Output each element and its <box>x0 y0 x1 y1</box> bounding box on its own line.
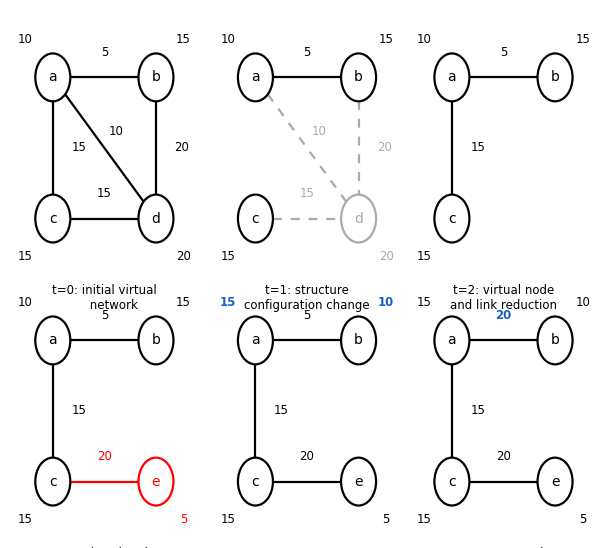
Text: 5: 5 <box>303 309 311 322</box>
Text: c: c <box>252 212 259 226</box>
Text: 10: 10 <box>417 33 432 46</box>
Circle shape <box>238 54 273 101</box>
Text: 5: 5 <box>101 309 108 322</box>
Text: b: b <box>551 333 559 347</box>
Circle shape <box>238 458 273 505</box>
Text: a: a <box>251 70 260 84</box>
Circle shape <box>139 458 174 505</box>
Text: t=5: CPU and
bandwidth resource
requirements change: t=5: CPU and bandwidth resource requirem… <box>440 547 567 548</box>
Text: a: a <box>49 70 57 84</box>
Text: 15: 15 <box>379 33 394 46</box>
Text: c: c <box>448 475 456 489</box>
Text: 10: 10 <box>575 296 590 309</box>
Text: 15: 15 <box>575 33 590 46</box>
Text: e: e <box>152 475 160 489</box>
Text: 15: 15 <box>97 187 112 200</box>
Text: t=1: structure
configuration change: t=1: structure configuration change <box>244 284 370 312</box>
Circle shape <box>341 458 376 505</box>
Text: 15: 15 <box>417 513 432 526</box>
Text: 15: 15 <box>220 296 236 309</box>
Text: e: e <box>354 475 363 489</box>
Circle shape <box>435 316 469 364</box>
Text: 10: 10 <box>18 296 33 309</box>
Text: 5: 5 <box>579 513 586 526</box>
Text: a: a <box>448 333 456 347</box>
Text: 20: 20 <box>379 250 394 263</box>
Text: 15: 15 <box>71 141 86 155</box>
Text: 10: 10 <box>220 33 235 46</box>
Text: 20: 20 <box>97 450 112 463</box>
Circle shape <box>36 458 70 505</box>
Circle shape <box>36 195 70 242</box>
Circle shape <box>435 458 469 505</box>
Circle shape <box>36 316 70 364</box>
Text: b: b <box>354 333 363 347</box>
Text: 5: 5 <box>303 45 311 59</box>
Text: c: c <box>252 475 259 489</box>
Text: 5: 5 <box>101 45 108 59</box>
Circle shape <box>341 54 376 101</box>
Circle shape <box>139 54 174 101</box>
Text: b: b <box>152 333 160 347</box>
Text: b: b <box>152 70 160 84</box>
Text: 10: 10 <box>378 296 394 309</box>
Text: 10: 10 <box>311 125 326 139</box>
Circle shape <box>435 54 469 101</box>
Text: 20: 20 <box>300 450 314 463</box>
Text: d: d <box>152 212 160 226</box>
Text: b: b <box>354 70 363 84</box>
Text: 20: 20 <box>495 309 511 322</box>
Text: 15: 15 <box>220 513 235 526</box>
Text: 15: 15 <box>176 296 191 309</box>
Circle shape <box>341 195 376 242</box>
Text: 5: 5 <box>180 513 187 526</box>
Text: d: d <box>354 212 363 226</box>
Text: 15: 15 <box>470 141 485 155</box>
Text: 20: 20 <box>377 141 392 155</box>
Text: 15: 15 <box>71 404 86 418</box>
Circle shape <box>139 195 174 242</box>
Text: 15: 15 <box>470 404 485 418</box>
Text: 15: 15 <box>417 250 432 263</box>
Circle shape <box>537 458 572 505</box>
Text: a: a <box>448 70 456 84</box>
Text: 10: 10 <box>109 125 123 139</box>
Circle shape <box>435 195 469 242</box>
Circle shape <box>238 195 273 242</box>
Circle shape <box>36 54 70 101</box>
Text: 15: 15 <box>274 404 289 418</box>
Text: 20: 20 <box>176 250 191 263</box>
Text: a: a <box>49 333 57 347</box>
Circle shape <box>537 54 572 101</box>
Text: t=3: virtual node
and link increase: t=3: virtual node and link increase <box>54 547 155 548</box>
Text: 15: 15 <box>18 513 33 526</box>
Text: t=2: virtual node
and link reduction: t=2: virtual node and link reduction <box>450 284 557 312</box>
Text: 15: 15 <box>417 296 432 309</box>
Text: 15: 15 <box>300 187 314 200</box>
Circle shape <box>341 316 376 364</box>
Text: 5: 5 <box>500 45 507 59</box>
Text: 5: 5 <box>383 513 390 526</box>
Circle shape <box>139 316 174 364</box>
Text: 15: 15 <box>176 33 191 46</box>
Text: t=4: resource
allocation changes: t=4: resource allocation changes <box>252 547 362 548</box>
Text: e: e <box>551 475 559 489</box>
Text: c: c <box>448 212 456 226</box>
Text: 20: 20 <box>496 450 511 463</box>
Text: t=0: initial virtual
     network: t=0: initial virtual network <box>52 284 157 312</box>
Circle shape <box>537 316 572 364</box>
Text: a: a <box>251 333 260 347</box>
Text: c: c <box>49 212 56 226</box>
Text: 20: 20 <box>174 141 189 155</box>
Text: b: b <box>551 70 559 84</box>
Text: 10: 10 <box>18 33 33 46</box>
Text: 15: 15 <box>220 250 235 263</box>
Text: c: c <box>49 475 56 489</box>
Text: 15: 15 <box>18 250 33 263</box>
Circle shape <box>238 316 273 364</box>
